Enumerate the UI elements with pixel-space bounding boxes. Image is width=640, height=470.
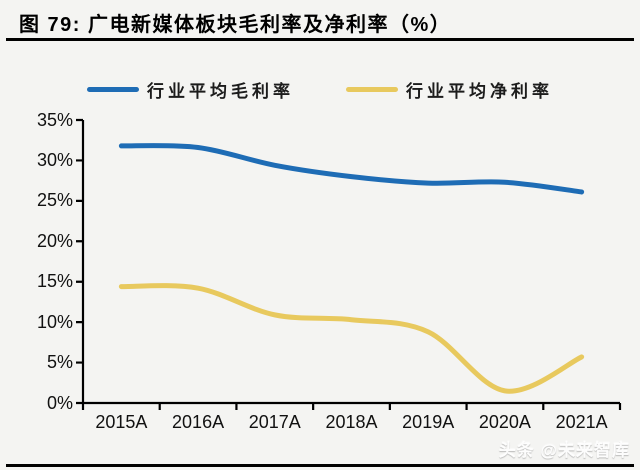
x-tick-label: 2020A	[478, 412, 531, 432]
x-tick-label: 2018A	[325, 412, 378, 432]
legend-item-gross-margin: 行业平均毛利率	[87, 77, 294, 102]
gross-margin-label: 行业平均毛利率	[147, 81, 294, 101]
x-tick-label: 2015A	[95, 412, 148, 432]
y-tick-label: 30%	[36, 149, 73, 170]
y-tick-label: 25%	[36, 190, 73, 211]
chart-axes	[76, 118, 622, 410]
x-tick-label: 2016A	[172, 412, 225, 432]
net-margin-label: 行业平均净利率	[406, 81, 553, 101]
y-tick-label: 0%	[46, 392, 73, 413]
bottom-divider	[6, 464, 634, 467]
figure-title: 图 79: 广电新媒体板块毛利率及净利率（%）	[19, 14, 452, 36]
y-tick-label: 15%	[36, 271, 73, 292]
gross-margin-swatch	[87, 86, 139, 92]
legend-item-net-margin: 行业平均净利率	[346, 77, 553, 102]
y-tick-label: 20%	[36, 230, 73, 251]
net-margin-swatch	[346, 86, 398, 92]
net-margin-line	[118, 283, 585, 394]
x-tick-label: 2019A	[402, 412, 455, 432]
title-divider	[6, 38, 634, 41]
y-tick-label: 35%	[36, 109, 73, 130]
chart-legend: 行业平均毛利率 行业平均净利率	[0, 77, 640, 102]
y-tick-label: 5%	[46, 352, 73, 373]
x-tick-label: 2021A	[555, 412, 608, 432]
watermark: 头条 @未来智库	[498, 441, 630, 460]
y-tick-label: 10%	[36, 311, 73, 332]
gross-margin-line	[118, 143, 585, 195]
x-tick-label: 2017A	[248, 412, 301, 432]
